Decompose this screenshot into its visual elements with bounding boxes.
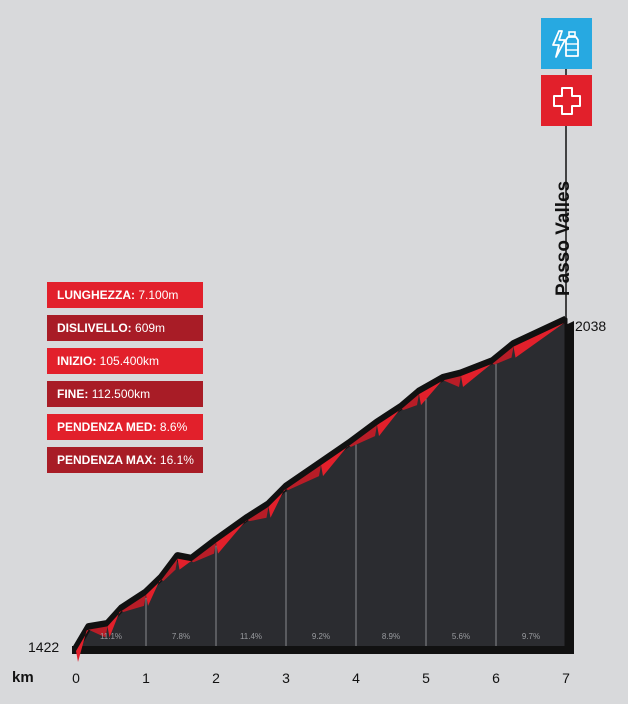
start-elevation-label: 1422	[28, 639, 60, 655]
summit-elevation-label: 2038	[575, 318, 607, 334]
summit-name: Passo Valles	[553, 180, 574, 296]
profile-ribbon-facet	[513, 322, 566, 358]
medical-badge	[541, 75, 592, 126]
profile-ribbon-facet	[419, 380, 444, 406]
profile-ribbon-facet	[146, 579, 162, 606]
x-tick-label: 5	[422, 670, 430, 686]
x-tick-label: 7	[562, 670, 570, 686]
x-tick-label: 0	[72, 670, 80, 686]
stat-finish: FINE: 112.500km	[47, 381, 203, 407]
segment-gradient-label: 9.7%	[522, 632, 540, 641]
profile-ribbon-facet	[461, 363, 493, 387]
feed-zone-icon	[551, 29, 579, 58]
segment-gradient-label: 7.8%	[172, 632, 190, 641]
segment-gradient-label: 5.6%	[452, 632, 470, 641]
profile-ribbon-facet	[191, 542, 216, 563]
profile-ribbon-facet	[377, 409, 402, 437]
feed-zone-badge	[541, 18, 592, 69]
profile-ribbon-facet	[321, 445, 349, 477]
segment-gradient-label: 9.2%	[312, 632, 330, 641]
x-tick-label: 2	[212, 670, 220, 686]
segment-gradient-label: 11.4%	[240, 632, 262, 641]
x-tick-label: 3	[282, 670, 290, 686]
stat-max-gradient: PENDENZA MAX: 16.1%	[47, 447, 203, 473]
profile-ribbon-facet	[401, 394, 419, 411]
x-axis-unit-label: km	[12, 669, 34, 686]
medical-cross-icon	[552, 86, 581, 115]
profile-ribbon-facet	[177, 558, 192, 570]
profile-ribbon-facet	[492, 346, 514, 365]
profile-ribbon-facet	[268, 489, 286, 518]
x-tick-label: 6	[492, 670, 500, 686]
segment-gradient-label: 8.9%	[382, 632, 400, 641]
profile-ribbon-facet	[247, 506, 269, 522]
profile-ribbon-facet	[161, 558, 178, 581]
profile-ribbon-facet	[349, 425, 377, 447]
stat-avg-gradient: PENDENZA MED: 8.6%	[47, 414, 203, 440]
profile-ribbon-facet	[216, 520, 248, 554]
profile-ribbon-facet	[88, 626, 108, 638]
profile-base	[72, 646, 574, 654]
profile-ridge-line	[72, 315, 568, 650]
profile-ribbon-facet	[286, 465, 321, 491]
segment-gradient-label: 11.1%	[100, 632, 122, 641]
x-tick-label: 1	[142, 670, 150, 686]
x-tick-label: 4	[352, 670, 360, 686]
stat-start: INIZIO: 105.400km	[47, 348, 203, 374]
profile-ribbon-facet	[107, 610, 122, 638]
profile-ribbon-facet	[76, 629, 89, 662]
stat-elevation-gain: DISLIVELLO: 609m	[47, 315, 203, 341]
stat-length: LUNGHEZZA: 7.100m	[47, 282, 203, 308]
profile-ribbon-facet	[443, 375, 461, 387]
profile-ribbon-facet	[121, 594, 146, 612]
